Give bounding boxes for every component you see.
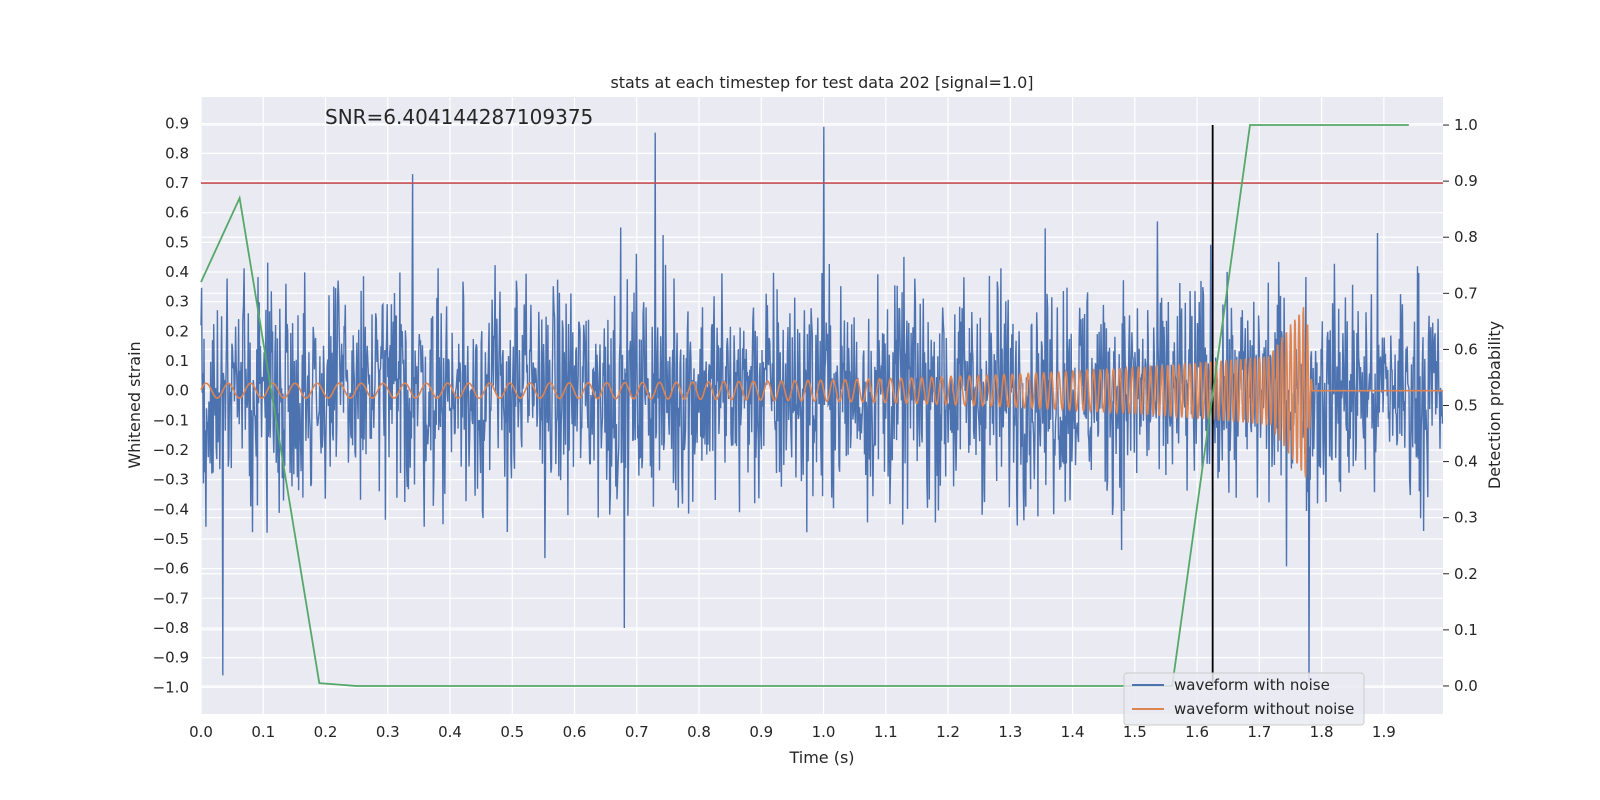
y-axis-label: Whitened strain [125,341,144,468]
x-tick-label: 1.1 [874,723,898,741]
legend-label-noisy: waveform with noise [1174,676,1330,694]
x-tick-label: 1.0 [812,723,836,741]
x-tick-label: 1.9 [1372,723,1396,741]
legend-label-clean: waveform without noise [1174,700,1354,718]
y2-tick-label: 0.0 [1454,677,1478,695]
y-tick-label: −0.7 [153,589,189,607]
y2-tick-label: 0.5 [1454,397,1478,415]
y-tick-label: −0.3 [153,471,189,489]
x-tick-label: 1.5 [1123,723,1147,741]
y2-tick-label: 0.9 [1454,172,1478,190]
y-tick-label: −0.6 [153,560,189,578]
y2-axis-ticks: 1.0 0.9 0.8 0.7 0.6 0.5 0.4 0.3 0.2 0.1 0.0 [1443,116,1478,695]
chart-title: stats at each timestep for test data 202… [610,73,1033,92]
x-tick-label: 0.4 [438,723,462,741]
x-tick-label: 0.6 [563,723,587,741]
y-tick-label: −1.0 [153,678,189,696]
y2-tick-label: 0.3 [1454,509,1478,527]
x-tick-label: 0.8 [687,723,711,741]
x-tick-label: 0.0 [189,723,213,741]
x-tick-label: 1.6 [1185,723,1209,741]
y2-tick-label: 0.8 [1454,228,1478,246]
y2-tick-label: 0.2 [1454,565,1478,583]
legend: waveform with noise waveform without noi… [1123,672,1365,726]
y-tick-label: 0.7 [165,174,189,192]
x-tick-label: 1.2 [936,723,960,741]
y-axis-ticks: 0.9 0.8 0.7 0.6 0.5 0.4 0.3 0.2 0.1 0.0 −0.1 −0.2 −0… [153,115,189,697]
y2-axis-label: Detection probability [1485,321,1504,489]
noisy-waveform-line [200,126,1444,682]
y-tick-label: 0.3 [165,293,189,311]
y2-tick-label: 0.7 [1454,284,1478,302]
y2-tick-label: 0.1 [1454,621,1478,639]
x-tick-label: 0.2 [314,723,338,741]
x-tick-label: 0.3 [376,723,400,741]
y-tick-label: 0.9 [165,115,189,133]
x-tick-label: 0.7 [625,723,649,741]
x-tick-label: 1.8 [1310,723,1334,741]
x-axis-ticks: 0.0 0.1 0.2 0.3 0.4 0.5 0.6 0.7 0.8 0.9 1.0 1.1 1.2 1… [189,723,1396,741]
legend-box [1123,672,1365,726]
clean-waveform-line [200,307,1443,478]
y-tick-label: 0.0 [165,382,189,400]
y-tick-label: −0.9 [153,649,189,667]
y-tick-label: −0.8 [153,619,189,637]
y2-tick-label: 0.6 [1454,340,1478,358]
x-tick-label: 0.1 [251,723,275,741]
x-axis-label: Time (s) [788,748,854,767]
y2-tick-label: 1.0 [1454,116,1478,134]
y-tick-label: −0.5 [153,530,189,548]
x-tick-label: 0.5 [500,723,524,741]
x-tick-label: 1.4 [1061,723,1085,741]
y-tick-label: 0.2 [165,322,189,340]
x-tick-label: 1.3 [998,723,1022,741]
y-tick-label: −0.2 [153,441,189,459]
y-tick-label: 0.8 [165,144,189,162]
y-tick-label: −0.4 [153,500,189,518]
snr-annotation: SNR=6.404144287109375 [325,105,593,129]
x-tick-label: 1.7 [1247,723,1271,741]
y-tick-label: −0.1 [153,411,189,429]
series-layer [200,124,1444,687]
x-tick-label: 0.9 [749,723,773,741]
y-tick-label: 0.1 [165,352,189,370]
y-tick-label: 0.4 [165,263,189,281]
detection-probability-line [200,124,1409,687]
y2-tick-label: 0.4 [1454,453,1478,471]
y-tick-label: 0.6 [165,204,189,222]
y-tick-label: 0.5 [165,233,189,251]
